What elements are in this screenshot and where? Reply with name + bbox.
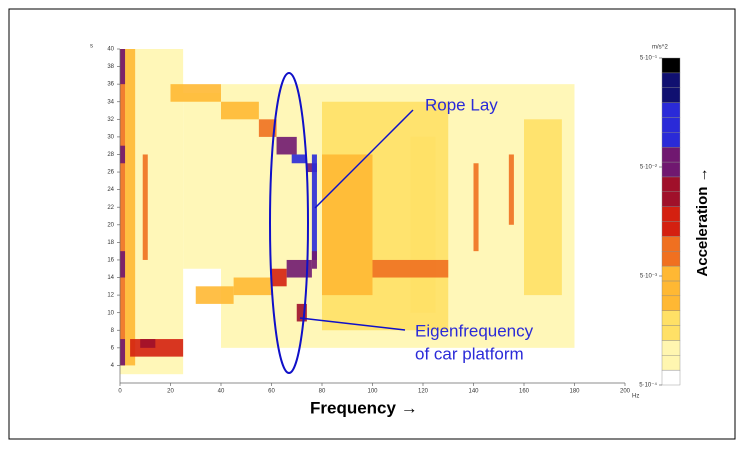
x-tick-label: 180	[569, 389, 580, 395]
x-tick-label: 140	[468, 389, 479, 395]
heat-cell	[221, 101, 259, 120]
colorbar-tick-label: 5·10⁻²	[640, 165, 657, 171]
x-tick-label: 120	[418, 389, 429, 395]
colorbar-swatch	[661, 295, 681, 311]
heat-cell	[140, 339, 156, 348]
x-tick-label: 20	[167, 389, 174, 395]
x-axis-label: Frequency →	[310, 398, 418, 417]
colorbar-swatch	[661, 117, 681, 133]
heat-cell	[183, 92, 221, 269]
plot-area	[120, 49, 575, 375]
x-unit: Hz	[632, 394, 639, 400]
heat-cell	[291, 154, 307, 164]
x-tick-label: 80	[319, 389, 326, 395]
highlight-ellipse	[269, 72, 309, 374]
y-tick-label: 8	[111, 328, 115, 334]
colorbar-swatch	[661, 102, 681, 118]
heat-cell	[125, 49, 136, 366]
annotation: of car platform	[415, 344, 524, 363]
x-tick-label: 200	[620, 389, 631, 395]
heat-cell	[233, 277, 272, 296]
heat-cell	[372, 259, 449, 278]
heat-cell	[524, 119, 562, 296]
heat-cell	[322, 154, 373, 296]
y-tick-label: 12	[107, 293, 114, 299]
heat-cell	[286, 259, 312, 278]
heat-cell	[130, 339, 184, 357]
annotation: Rope Lay	[425, 95, 498, 114]
x-tick-label: 0	[118, 389, 122, 395]
colorbar-swatch	[661, 72, 681, 88]
heat-cell	[311, 251, 317, 269]
heat-cell	[296, 303, 307, 322]
colorbar-swatch	[661, 265, 681, 282]
y-tick-label: 32	[107, 117, 114, 123]
colorbar-swatch	[661, 57, 681, 74]
annotation-line	[299, 317, 406, 331]
y-tick-label: 26	[107, 170, 114, 176]
y-tick-label: 20	[107, 222, 114, 228]
y-tick-label: 10	[107, 310, 114, 316]
heat-cell	[276, 136, 297, 155]
y-tick-label: 18	[107, 240, 114, 246]
y-unit: s	[90, 44, 93, 50]
heat-cell	[195, 286, 234, 304]
y-tick-label: 38	[107, 64, 114, 70]
colorbar-swatch	[661, 191, 681, 207]
colorbar-swatch	[661, 161, 681, 178]
x-tick-label: 40	[218, 389, 225, 395]
colorbar-swatch	[661, 87, 681, 103]
colorbar-swatch	[661, 340, 681, 356]
y-tick-label: 30	[107, 134, 114, 140]
y-tick-label: 16	[107, 258, 114, 264]
colorbar-swatch	[661, 251, 681, 267]
colorbar-swatch	[661, 221, 681, 237]
annotation-line	[314, 109, 414, 209]
heat-cell	[271, 268, 287, 287]
colorbar-swatch	[661, 355, 681, 371]
colorbar-tick-label: 5·10⁻⁴	[639, 382, 657, 389]
annotation: Eigenfrequency	[415, 321, 534, 340]
colorbar-swatch	[661, 206, 681, 222]
heat-cell	[508, 154, 514, 225]
colorbar-swatch	[661, 369, 681, 386]
y-tick-label: 24	[107, 187, 114, 193]
colorbar-swatch	[661, 146, 681, 163]
heat-cell	[473, 163, 479, 252]
colorbar-label: Acceleration →	[694, 167, 711, 276]
heat-cell	[410, 136, 436, 313]
y-tick-label: 40	[107, 47, 114, 53]
y-tick-label: 4	[111, 363, 115, 369]
colorbar-swatch	[661, 325, 681, 341]
heat-cell	[120, 49, 126, 366]
y-tick-label: 6	[111, 345, 115, 351]
x-tick-label: 60	[268, 389, 275, 395]
heat-cell	[170, 84, 221, 102]
heat-cell	[120, 49, 126, 85]
heat-cell	[120, 251, 126, 278]
heat-cell	[142, 154, 148, 260]
heat-cell	[120, 145, 126, 164]
colorbar-swatch	[661, 132, 681, 148]
y-tick-label: 34	[107, 99, 114, 105]
colorbar-tick-label: 5·10⁻³	[640, 274, 657, 280]
colorbar-swatch	[661, 176, 681, 192]
y-tick-label: 28	[107, 152, 114, 158]
x-tick-label: 160	[519, 389, 530, 395]
heat-cell	[311, 154, 317, 260]
colorbar-swatch	[661, 310, 681, 326]
x-tick-label: 100	[367, 389, 378, 395]
colorbar-swatch	[661, 236, 681, 252]
y-tick-label: 14	[107, 275, 114, 281]
colorbar-unit: m/s^2	[652, 45, 668, 51]
colorbar-tick-label: 5·10⁻¹	[640, 56, 657, 62]
y-tick-label: 36	[107, 82, 114, 88]
colorbar-swatch	[661, 280, 681, 297]
y-tick-label: 22	[107, 205, 114, 211]
heat-cell	[120, 339, 126, 366]
heat-cell	[258, 119, 277, 137]
